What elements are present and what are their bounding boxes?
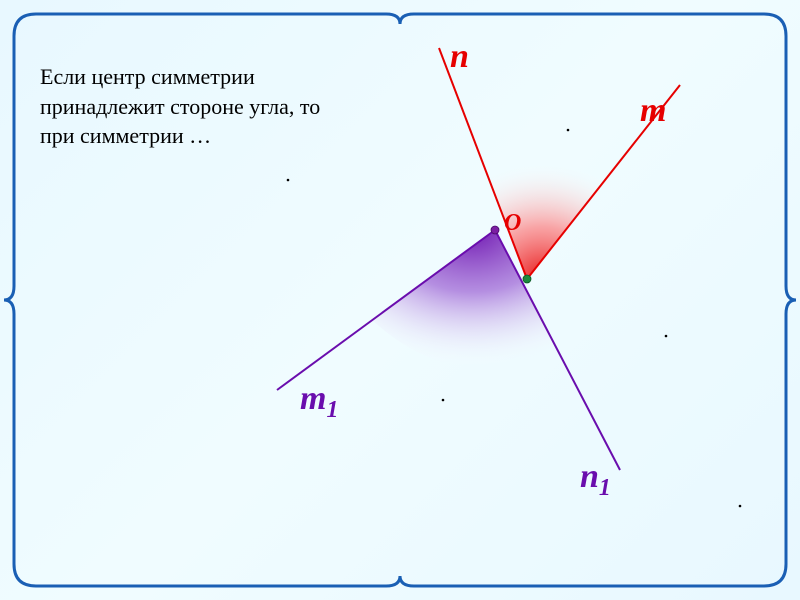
scatter-dot: [442, 399, 445, 402]
line-n: [439, 48, 527, 279]
label-m: m: [640, 92, 666, 130]
label-O: O: [504, 210, 521, 237]
line-m1: [277, 230, 495, 390]
scatter-dot: [739, 505, 742, 508]
line-n1: [495, 230, 620, 470]
label-m1: m1: [300, 380, 338, 424]
scatter-dot: [287, 179, 290, 182]
angle-fill-purple: [372, 230, 555, 367]
scatter-dot: [665, 335, 668, 338]
slide: Если центр симметрии принадлежит стороне…: [0, 0, 800, 600]
point-vertex-red: [523, 275, 531, 283]
label-n: n: [450, 38, 469, 76]
point-O: [491, 226, 499, 234]
scatter-dot: [567, 129, 570, 132]
description-text: Если центр симметрии принадлежит стороне…: [40, 62, 340, 151]
label-n1: n1: [580, 458, 611, 502]
